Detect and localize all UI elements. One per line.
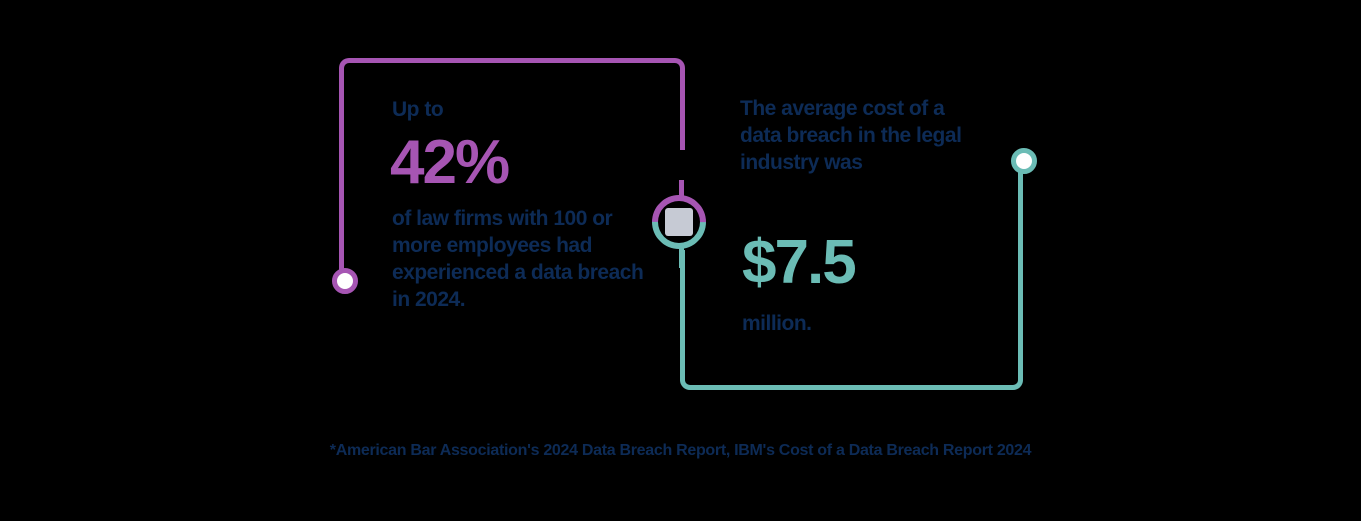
hub-center-icon	[665, 208, 693, 236]
stat-right-value: $7.5	[742, 228, 857, 297]
stat-right-pretext: The average cost of a data breach in the…	[740, 97, 962, 174]
purple-hub-stem	[679, 180, 684, 198]
stat-left-value: 42%	[390, 128, 510, 197]
teal-endpoint-dot-icon	[1011, 148, 1037, 174]
teal-hub-stem	[679, 248, 684, 268]
stat-right-posttext: million.	[742, 312, 812, 335]
stat-left-description: of law firms with 100 or more employees …	[392, 207, 644, 311]
stat-left-pretext: Up to	[392, 98, 444, 121]
source-footnote: *American Bar Association's 2024 Data Br…	[329, 442, 1032, 459]
teal-connector-line	[680, 158, 1023, 390]
purple-endpoint-dot-icon	[332, 268, 358, 294]
